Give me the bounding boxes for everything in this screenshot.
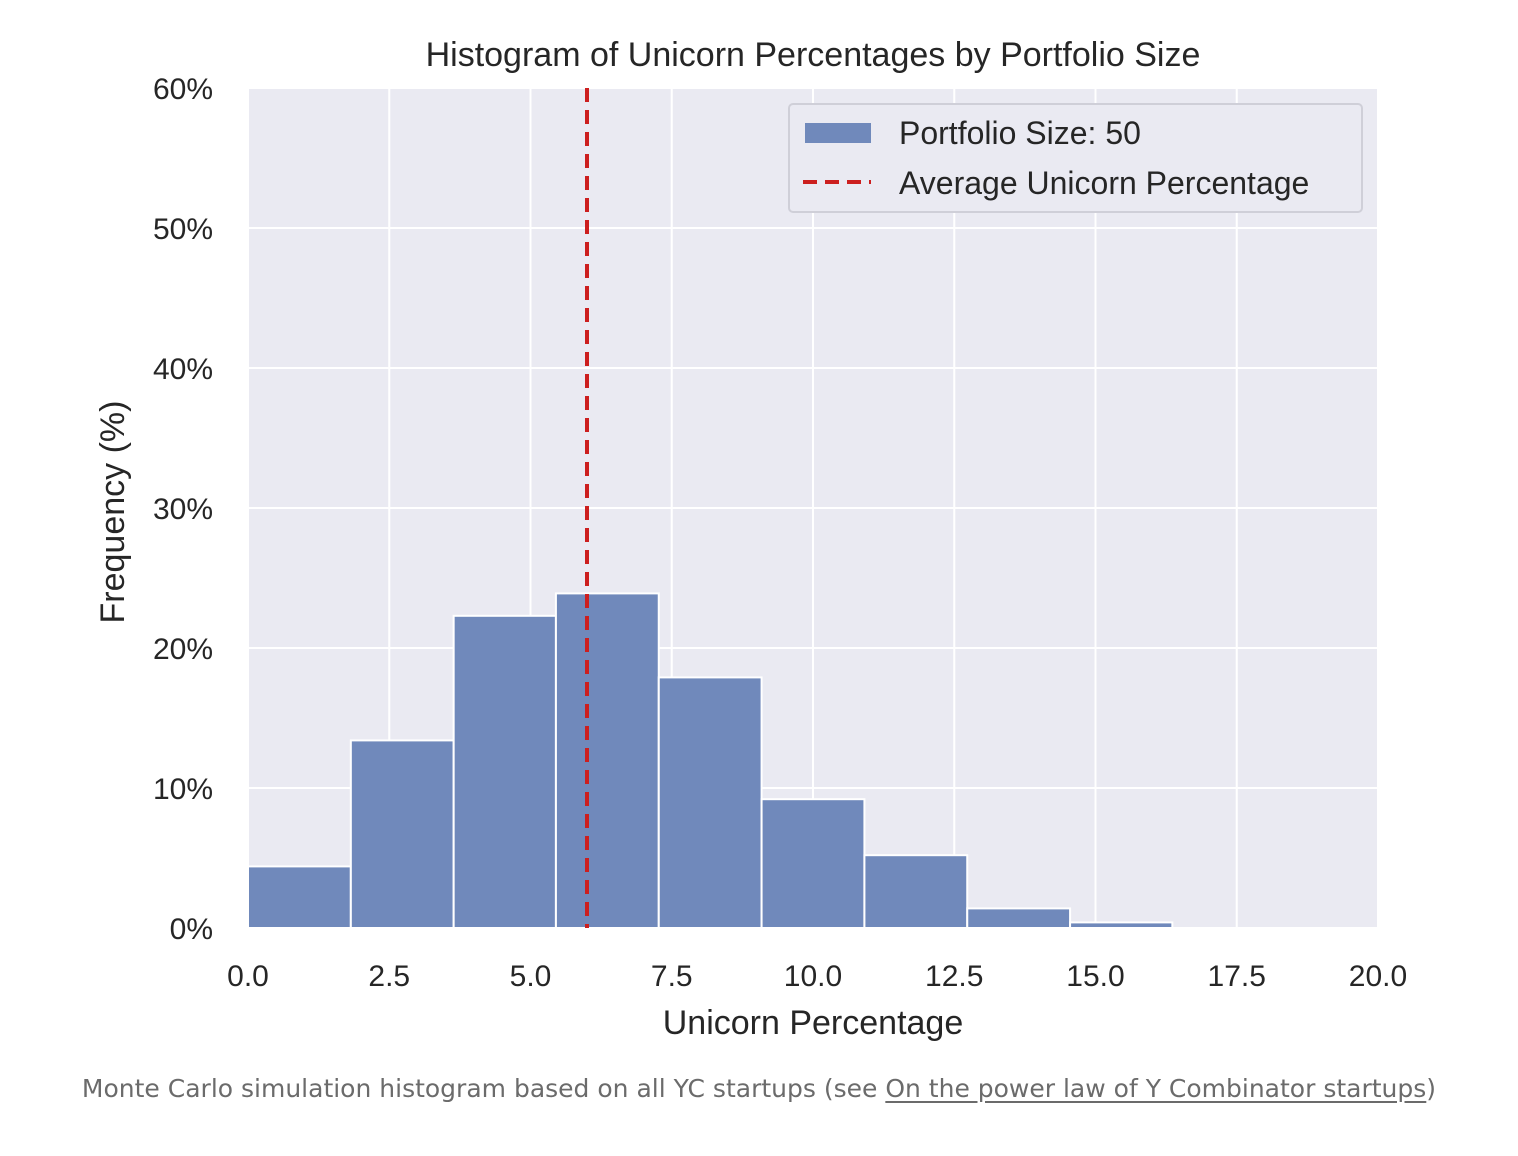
y-tick-label: 40%: [153, 353, 213, 386]
x-tick-label: 12.5: [925, 960, 983, 993]
chart-title: Histogram of Unicorn Percentages by Port…: [426, 36, 1201, 74]
x-tick-label: 15.0: [1066, 960, 1124, 993]
x-tick-label: 17.5: [1208, 960, 1266, 993]
legend-box: [788, 103, 1363, 213]
y-tick-label: 20%: [153, 633, 213, 666]
histogram-bars: [247, 592, 1174, 930]
legend-swatch-bars: [805, 123, 871, 143]
histogram-bar: [966, 907, 1072, 930]
y-tick-label: 0%: [170, 913, 213, 946]
histogram-bar: [554, 592, 660, 930]
x-tick-label: 10.0: [784, 960, 842, 993]
x-tick-label: 5.0: [510, 960, 552, 993]
x-tick-label: 7.5: [651, 960, 693, 993]
y-tick-label: 30%: [153, 493, 213, 526]
y-axis-label: Frequency (%): [94, 401, 132, 624]
caption-text-before: Monte Carlo simulation histogram based o…: [81, 1074, 886, 1103]
x-axis-label: Unicorn Percentage: [663, 1004, 964, 1042]
x-tick-label: 2.5: [368, 960, 410, 993]
legend-label-average: Average Unicorn Percentage: [899, 165, 1309, 201]
histogram-bar: [1069, 921, 1174, 930]
histogram-bar: [349, 739, 455, 930]
y-tick-labels: 0% 10% 20% 30% 40% 50% 60%: [153, 73, 213, 946]
histogram-bar: [863, 854, 969, 930]
histogram-bar: [657, 676, 763, 930]
caption-link[interactable]: On the power law of Y Combinator startup…: [885, 1074, 1427, 1103]
x-tick-label: 20.0: [1349, 960, 1407, 993]
histogram-bar: [247, 865, 352, 930]
histogram-chart: 0.0 2.5 5.0 7.5 10.0 12.5 15.0 17.5 20.0 0% 10% 20…: [94, 36, 1407, 1042]
histogram-bar: [760, 798, 866, 930]
x-tick-labels: 0.0 2.5 5.0 7.5 10.0 12.5 15.0 17.5 20.0: [227, 960, 1407, 993]
x-tick-label: 0.0: [227, 960, 269, 993]
y-tick-label: 10%: [153, 773, 213, 806]
histogram-bar: [452, 614, 557, 929]
y-tick-label: 50%: [153, 213, 213, 246]
caption-text-after: ): [1426, 1074, 1437, 1103]
y-tick-label: 60%: [153, 73, 213, 106]
legend: Portfolio Size: 50 Average Unicorn Perce…: [788, 103, 1363, 213]
figure-caption: Monte Carlo simulation histogram based o…: [0, 1074, 1518, 1103]
legend-label-series: Portfolio Size: 50: [899, 115, 1141, 151]
